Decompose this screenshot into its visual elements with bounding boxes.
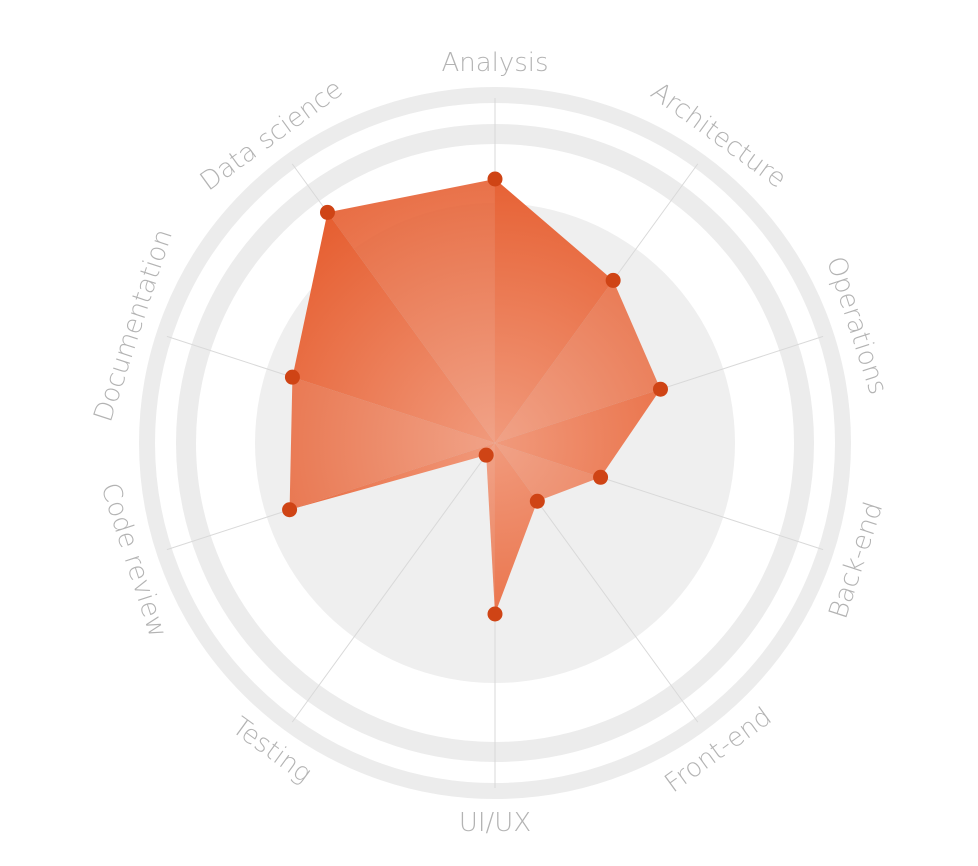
- point-documentation: [284, 369, 300, 385]
- outer-ring: [139, 87, 851, 799]
- area-segment: [327, 179, 495, 443]
- point-operations: [652, 381, 668, 397]
- area-segment: [495, 389, 661, 478]
- area-segment: [495, 443, 601, 502]
- point-code-review: [282, 502, 298, 518]
- axis-label-ui-ux: UI/UX: [459, 808, 531, 838]
- point-front-end: [529, 493, 545, 509]
- data-points: [282, 171, 668, 622]
- area-segment: [495, 443, 538, 614]
- axis-label-analysis: Analysis: [441, 48, 548, 78]
- point-testing: [478, 447, 494, 463]
- point-data-science: [319, 204, 335, 220]
- point-back-end: [593, 469, 609, 485]
- area-segment: [292, 212, 495, 443]
- area-segment: [486, 443, 495, 614]
- area-segment: [495, 280, 661, 443]
- spoke-testing: [291, 442, 496, 723]
- point-ui-ux: [487, 606, 503, 622]
- point-architecture: [605, 272, 621, 288]
- axis-label-testing: Testing: [226, 712, 317, 789]
- point-analysis: [487, 171, 503, 187]
- area-segment: [495, 179, 614, 443]
- data-area: [289, 179, 661, 614]
- area-segment: [289, 377, 495, 510]
